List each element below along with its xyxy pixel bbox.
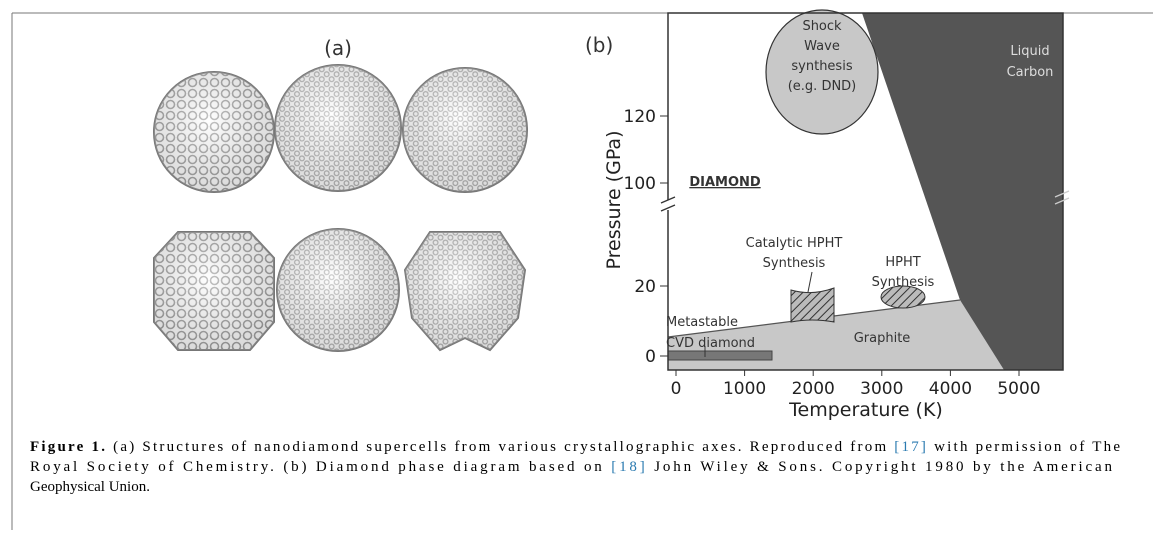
x-tick-label: 3000 — [860, 379, 903, 399]
x-tick-label: 2000 — [792, 379, 835, 399]
panel-label: (b) — [585, 33, 613, 57]
region-label: DIAMOND — [689, 175, 761, 190]
region-label: CVD diamond — [666, 336, 755, 351]
y-tick-label: 0 — [645, 347, 656, 367]
region-label: synthesis — [791, 59, 852, 74]
citation[interactable]: [17] — [894, 439, 926, 455]
caption-text: with permission of The — [928, 439, 1120, 455]
region-label: Synthesis — [872, 275, 935, 290]
panel-label: (a) — [324, 36, 352, 60]
x-tick-label: 5000 — [997, 379, 1040, 399]
region-label: Wave — [804, 39, 840, 54]
y-axis-label: Pressure (GPa) — [603, 131, 625, 270]
x-tick-label: 0 — [671, 379, 682, 399]
region-label: Shock — [802, 19, 842, 34]
caption-text: (a) Structures of nanodiamond supercells… — [107, 439, 892, 455]
region-label: (e.g. DND) — [788, 79, 857, 94]
y-tick-label: 120 — [624, 107, 656, 127]
y-tick-label: 100 — [624, 174, 656, 194]
region-label: Liquid — [1010, 44, 1049, 59]
x-tick-label: 4000 — [929, 379, 972, 399]
caption-text: Geophysical Union. — [30, 479, 150, 495]
caption-text: Royal Society of Chemistry. (b) Diamond … — [30, 459, 608, 475]
region-label: Catalytic HPHT — [746, 236, 843, 251]
caption-label: Figure 1. — [30, 439, 105, 455]
figure-page: (a) (b) Shock Wave synthesis (e.g. DND) … — [0, 0, 1153, 535]
x-axis-label: Temperature (K) — [788, 399, 943, 421]
caption-line: Royal Society of Chemistry. (b) Diamond … — [30, 459, 1113, 475]
region-label: Synthesis — [763, 256, 826, 271]
y-tick-label: 20 — [634, 277, 656, 297]
region-label: Graphite — [854, 331, 911, 346]
x-tick-label: 1000 — [723, 379, 766, 399]
region-label: HPHT — [885, 255, 920, 270]
caption-line: Figure 1. (a) Structures of nanodiamond … — [30, 439, 1120, 455]
region-label: Metastable — [666, 315, 738, 330]
nanodiamond-structures — [154, 65, 527, 351]
caption-line: Geophysical Union. — [30, 479, 150, 495]
caption-text: John Wiley & Sons. Copyright 1980 by the… — [648, 459, 1113, 475]
citation[interactable]: [18] — [611, 459, 645, 475]
region-label: Carbon — [1007, 65, 1054, 80]
